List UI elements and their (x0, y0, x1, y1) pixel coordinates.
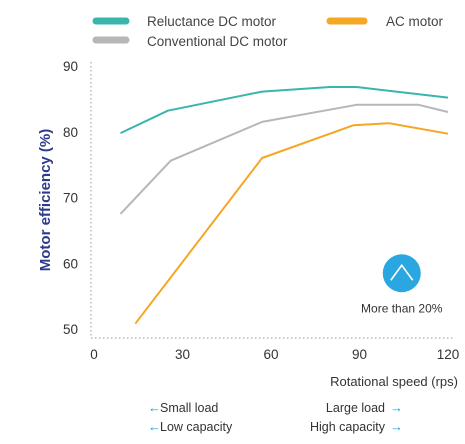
x-tick-label: 30 (175, 347, 190, 362)
y-tick-label: 90 (63, 59, 78, 74)
legend-label-ac: AC motor (386, 14, 444, 29)
x-tick-label: 120 (437, 347, 460, 362)
note-large-load: Large load (326, 401, 385, 415)
series-line-conventional (119, 103, 449, 215)
x-tick-label: 0 (90, 347, 98, 362)
annotation-text: More than 20% (361, 301, 443, 315)
x-axis-title: Rotational speed (rps) (330, 374, 458, 389)
y-tick-label: 50 (63, 322, 78, 337)
efficiency-annotation: More than 20% (361, 254, 443, 315)
y-tick-label: 80 (63, 125, 78, 140)
series-line-ac (134, 122, 449, 325)
x-tick-labels: 0 30 60 90 120 (90, 347, 459, 362)
note-small-load: Small load (160, 401, 218, 415)
series-line-reluctance (120, 86, 449, 135)
chevron-up-icon (390, 263, 414, 281)
series-lines (119, 86, 449, 325)
legend: Reluctance DC motor Conventional DC moto… (92, 14, 444, 49)
note-high-capacity: High capacity (310, 420, 386, 434)
left-arrow-icon: ← (148, 400, 161, 415)
right-arrow-icon: → (390, 400, 403, 415)
legend-label-reluctance: Reluctance DC motor (147, 14, 277, 29)
y-tick-labels: 50 60 70 80 90 (63, 59, 78, 337)
y-tick-label: 60 (63, 256, 78, 271)
left-arrow-icon: ← (148, 419, 161, 434)
right-arrow-icon: → (390, 419, 403, 434)
y-axis-title: Motor efficiency (%) (37, 129, 54, 272)
note-low-capacity: Low capacity (160, 420, 233, 434)
x-tick-label: 60 (263, 347, 278, 362)
y-tick-label: 70 (63, 191, 78, 206)
legend-label-conventional: Conventional DC motor (147, 34, 288, 49)
up-chevron-circle-icon (382, 254, 421, 293)
x-tick-label: 90 (352, 347, 367, 362)
load-notes: ← Small load ← Low capacity Large load →… (148, 400, 403, 434)
